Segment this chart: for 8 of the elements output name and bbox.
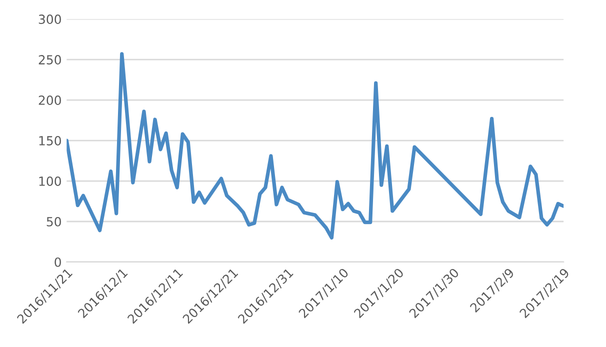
y-tick-label: 0 xyxy=(54,257,61,267)
y-tick-label: 50 xyxy=(46,216,61,226)
y-tick-label: 200 xyxy=(38,96,61,105)
y-tick-label: 150 xyxy=(39,136,61,146)
y-tick-label: 250 xyxy=(38,55,61,64)
y-tick-label: 100 xyxy=(39,176,61,186)
y-tick-label: 300 xyxy=(38,14,61,24)
line-series xyxy=(66,52,564,240)
